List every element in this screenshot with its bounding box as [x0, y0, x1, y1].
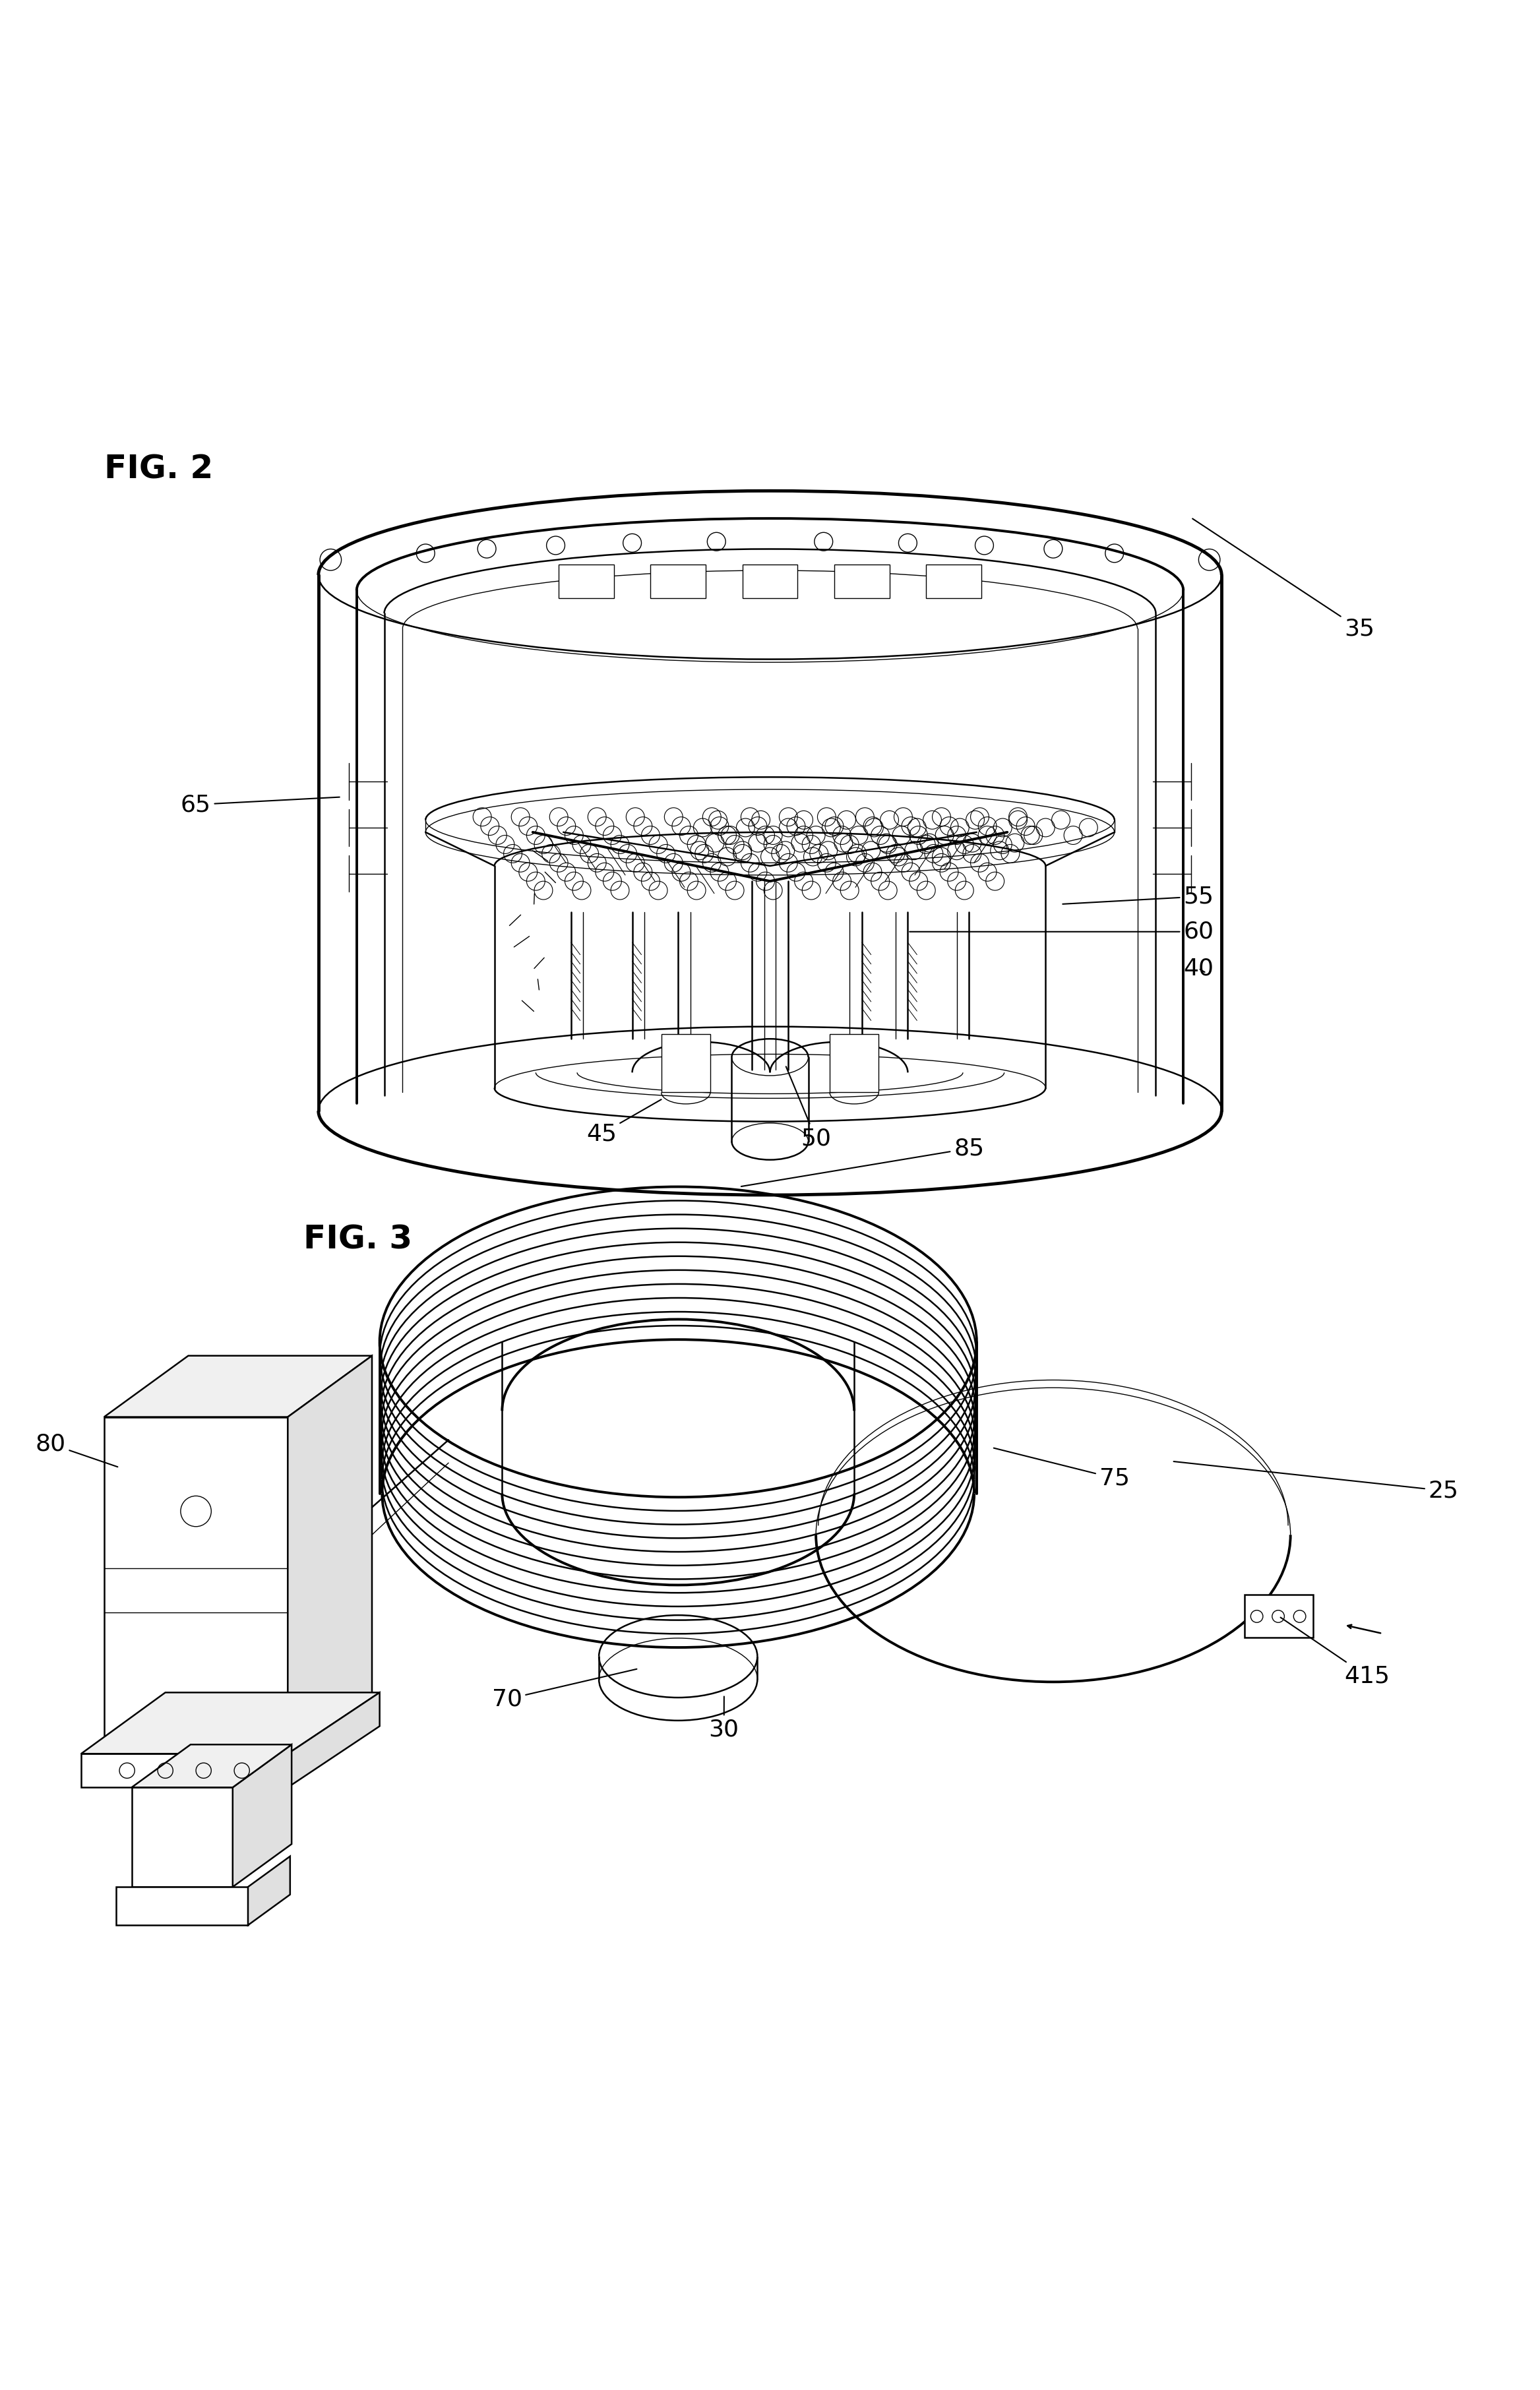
Text: 40: 40 [1183, 958, 1214, 980]
Text: 65: 65 [180, 793, 339, 815]
Bar [650, 564, 705, 598]
Text: 80: 80 [35, 1432, 117, 1467]
Text: 60: 60 [910, 920, 1214, 944]
Bar [661, 1035, 710, 1092]
Bar [926, 564, 981, 598]
Polygon shape [82, 1692, 380, 1754]
Bar [82, 1754, 288, 1788]
Bar [117, 1886, 248, 1926]
Text: 85: 85 [741, 1138, 984, 1185]
Text: 70: 70 [491, 1668, 636, 1711]
Bar [105, 1417, 288, 1754]
Text: 50: 50 [785, 1066, 832, 1150]
Text: 35: 35 [1192, 519, 1374, 641]
Bar [742, 564, 798, 598]
Text: 415: 415 [1281, 1618, 1389, 1687]
Bar [559, 564, 614, 598]
Text: 25: 25 [1173, 1460, 1458, 1501]
Polygon shape [288, 1355, 373, 1754]
Text: FIG. 3: FIG. 3 [303, 1224, 413, 1255]
Text: 30: 30 [708, 1697, 739, 1740]
Text: FIG. 2: FIG. 2 [105, 454, 213, 485]
Bar [830, 1035, 879, 1092]
Polygon shape [105, 1355, 373, 1417]
Polygon shape [233, 1745, 291, 1886]
Polygon shape [1244, 1594, 1314, 1637]
Bar [835, 564, 890, 598]
Polygon shape [248, 1857, 290, 1926]
Polygon shape [131, 1745, 291, 1788]
Polygon shape [288, 1692, 380, 1788]
Text: 45: 45 [587, 1099, 661, 1145]
Bar [131, 1788, 233, 1886]
Text: 55: 55 [1063, 884, 1214, 908]
Text: 75: 75 [993, 1448, 1129, 1489]
